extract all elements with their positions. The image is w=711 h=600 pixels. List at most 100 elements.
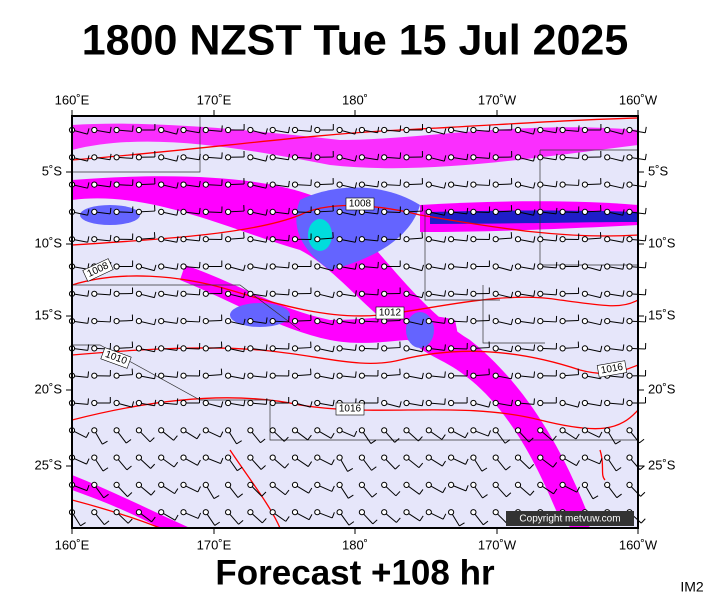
barb-station (269, 318, 276, 325)
barb-station (403, 345, 410, 352)
barb-station (314, 290, 321, 297)
barb-station (269, 481, 276, 488)
barb-station (626, 208, 633, 215)
wind-barbs (68, 124, 647, 527)
barb-station (247, 318, 254, 325)
barb-flag (265, 290, 268, 297)
barb-flag (87, 155, 90, 162)
barb-station (202, 208, 209, 215)
barb-flag (576, 486, 581, 493)
barb-station (470, 236, 477, 243)
barb-flag (552, 435, 557, 441)
barb-flag (444, 398, 446, 405)
barb-flag (307, 434, 312, 441)
barb-station (448, 318, 455, 325)
barb-flag (197, 512, 202, 519)
barb-station (492, 290, 499, 297)
barb-station (604, 427, 611, 434)
barb-station (537, 345, 544, 352)
barb-flag (533, 344, 536, 351)
latitude-label-left: 10˚S (35, 235, 63, 250)
barb-station (626, 318, 633, 325)
barb-flag (86, 484, 90, 491)
barb-flag (640, 491, 646, 497)
barb-station (225, 236, 232, 243)
barb-station (448, 236, 455, 243)
barb-station (135, 126, 142, 134)
barb-station (425, 154, 432, 161)
barb-station (448, 126, 455, 134)
barb-station (158, 181, 165, 188)
barb-station (291, 154, 299, 161)
barb-flag (421, 318, 424, 325)
barb-flag (441, 434, 446, 440)
barb-station (135, 399, 142, 407)
barb-station (202, 372, 209, 379)
barb-flag (622, 344, 625, 351)
barb-flag (237, 493, 243, 498)
barb-station (336, 263, 343, 270)
barb-flag (599, 264, 603, 271)
barb-flag (640, 518, 646, 524)
barb-flag (284, 463, 290, 469)
barb-station (247, 236, 254, 243)
barb-station (381, 208, 388, 215)
barb-station (158, 126, 165, 134)
barb-station (403, 454, 410, 461)
barb-station (448, 263, 455, 270)
barb-station (425, 372, 432, 379)
barb-flag (510, 264, 514, 271)
barb-station (291, 236, 299, 243)
barb-station (448, 481, 455, 488)
barb-station (492, 372, 499, 379)
barb-flag (443, 155, 447, 162)
barb-station (492, 208, 499, 215)
barb-station (113, 372, 120, 379)
barb-station (180, 454, 187, 461)
barb-flag (644, 261, 647, 268)
barb-flag (125, 439, 132, 444)
barb-flag (377, 261, 379, 268)
barb-flag (260, 465, 266, 470)
barb-station (514, 263, 522, 270)
barb-flag (220, 457, 224, 464)
barb-flag (176, 371, 179, 378)
barb-station (470, 181, 477, 188)
barb-station (537, 290, 544, 297)
barb-flag (109, 207, 112, 214)
barb-flag (418, 436, 423, 442)
barb-flag (443, 128, 447, 135)
barb-flag (442, 513, 447, 520)
barb-station (470, 399, 477, 407)
barb-flag (102, 467, 109, 472)
barb-station (559, 126, 566, 134)
barb-flag (371, 466, 377, 471)
barb-station (202, 481, 209, 488)
barb-station (604, 345, 611, 352)
barb-flag (265, 317, 268, 324)
barb-flag (555, 153, 558, 160)
barb-station (581, 181, 589, 188)
barb-flag (444, 236, 447, 243)
barb-flag (102, 440, 108, 445)
barb-flag (354, 317, 357, 324)
barb-flag (577, 401, 581, 408)
barb-station (225, 427, 232, 434)
barb-station (291, 509, 299, 516)
barb-station (626, 427, 633, 434)
barb-station (291, 399, 299, 407)
barb-flag (80, 522, 86, 527)
barb-flag (288, 180, 290, 187)
barb-station (247, 208, 254, 215)
barb-station (113, 208, 120, 215)
barb-station (448, 290, 455, 297)
barb-station (113, 318, 120, 325)
barb-station (559, 236, 566, 243)
barb-station (91, 208, 98, 215)
barb-station (448, 399, 455, 407)
barb-station (537, 481, 544, 488)
barb-station (314, 481, 321, 488)
barb-station (247, 509, 254, 516)
barb-flag (465, 485, 469, 492)
